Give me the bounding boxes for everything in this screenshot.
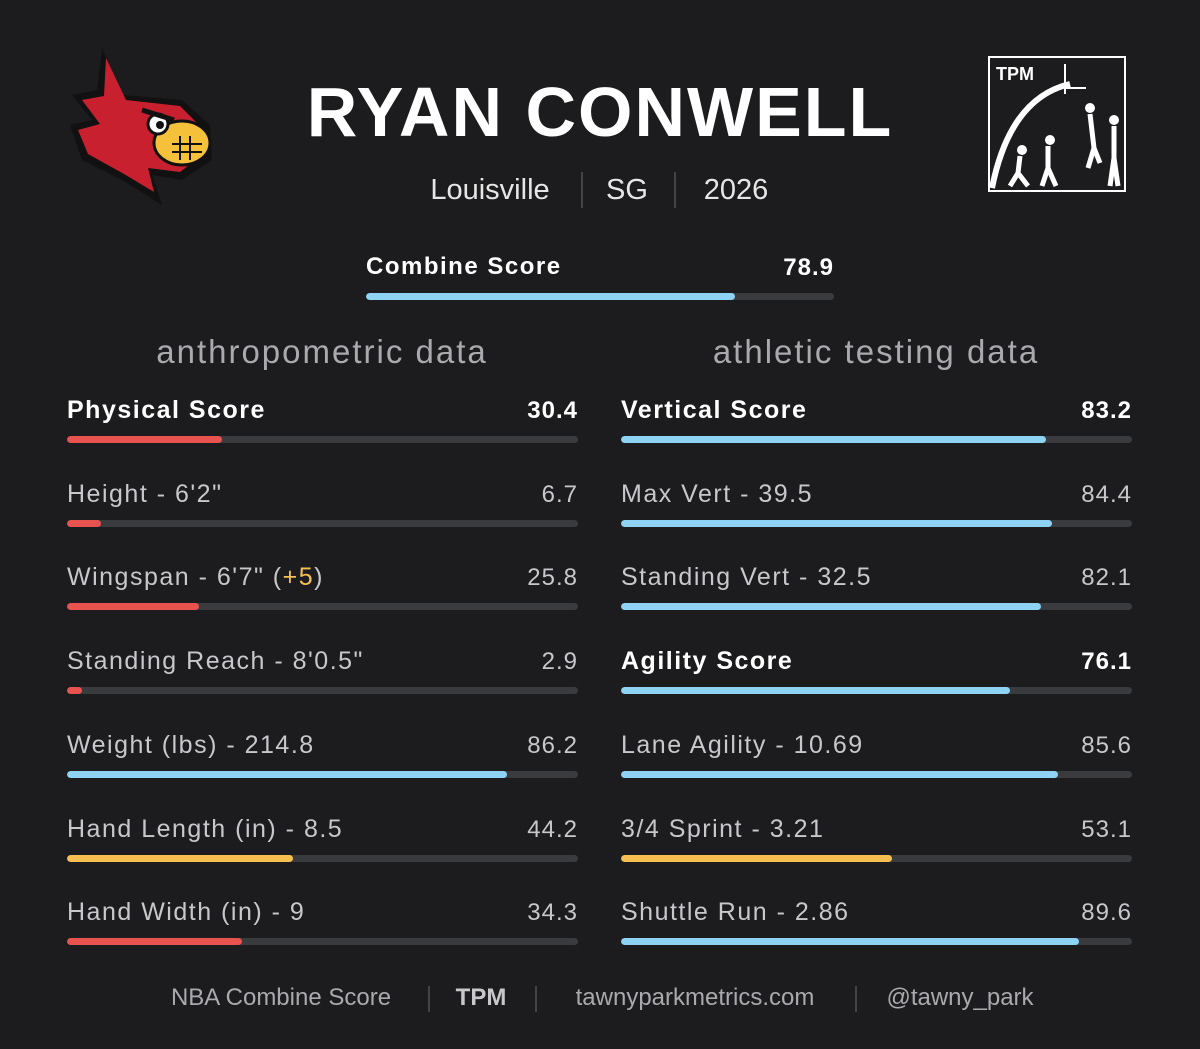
logo-art (990, 64, 1121, 189)
label-part: Hand Width (in) - 9 (67, 898, 306, 927)
label-part: Lane Agility - 10.69 (621, 730, 864, 759)
row-label: Hand Width (in) - 9 (67, 898, 305, 927)
label-part: Hand Length (in) - 8.5 (67, 814, 344, 843)
label-part: Standing Vert - 32.5 (621, 563, 872, 592)
label-part: ) (314, 563, 324, 592)
bar (67, 603, 199, 611)
bar (621, 436, 1047, 443)
bar-track (67, 603, 578, 611)
row-value: 89.6 (1081, 899, 1132, 927)
row-value: 34.3 (527, 899, 578, 927)
bar-track (621, 854, 1132, 862)
row-label: Agility Score (621, 647, 793, 676)
bar-track (67, 938, 578, 946)
bar (366, 293, 736, 300)
bar-track (621, 436, 1132, 443)
bar (67, 436, 223, 443)
separator (674, 172, 676, 208)
section-title: athletic testing data (712, 333, 1040, 370)
row-value: 86.2 (527, 731, 578, 759)
bar-track (366, 293, 834, 300)
row-value: 44.2 (527, 815, 578, 843)
row-value: 85.6 (1081, 731, 1132, 759)
row-label: Standing Vert - 32.5 (621, 563, 872, 592)
bar (621, 938, 1079, 946)
row-label: Standing Reach - 8'0.5" (67, 647, 364, 676)
footer-separator (535, 986, 537, 1012)
player-name: RYAN CONWELL (306, 73, 894, 151)
label-part: Height - 6'2" (67, 479, 223, 508)
bar-track (67, 687, 578, 695)
row-label: Shuttle Run - 2.86 (621, 898, 850, 927)
row-label: Vertical Score (621, 396, 807, 425)
bar-track (67, 436, 578, 443)
label-part: Wingspan - 6'7" ( (67, 563, 283, 592)
bar (621, 519, 1053, 527)
row-value: 25.8 (527, 564, 578, 592)
bar (621, 854, 893, 862)
meta-item: Louisville (430, 174, 550, 206)
bar-track (621, 770, 1132, 778)
meta-item: SG (606, 174, 648, 206)
row-value: 76.1 (1081, 648, 1132, 676)
combine-label: Combine Score (366, 253, 562, 280)
logo-text: TPM (996, 64, 1034, 84)
tpm-logo: TPM (988, 56, 1126, 192)
row-label: Lane Agility - 10.69 (621, 731, 864, 760)
bar (621, 687, 1010, 695)
label-part: Shuttle Run - 2.86 (621, 898, 850, 927)
bar-track (621, 603, 1132, 611)
footer-separator (855, 986, 857, 1012)
label-part: 3/4 Sprint - 3.21 (621, 814, 825, 843)
label-part: Standing Reach - 8'0.5" (67, 647, 364, 676)
row-value: 83.2 (1081, 397, 1132, 424)
section-title: anthropometric data (156, 333, 488, 370)
footer-item: TPM (455, 984, 507, 1011)
label-part: Agility Score (621, 647, 794, 676)
bar (67, 770, 508, 778)
row-value: 82.1 (1081, 564, 1132, 592)
row-label: Height - 6'2" (67, 480, 222, 509)
row-label: Physical Score (67, 396, 266, 425)
bar (621, 770, 1059, 778)
bar (67, 687, 82, 695)
row-value: 2.9 (541, 648, 578, 676)
label-part: Vertical Score (621, 396, 808, 424)
row-value: 84.4 (1081, 480, 1132, 508)
label-part: Max Vert - 39.5 (621, 479, 814, 508)
separator (581, 172, 583, 208)
label-part: Physical Score (67, 396, 266, 424)
row-label: Weight (lbs) - 214.8 (67, 731, 315, 760)
bar-track (621, 938, 1132, 946)
footer-item: tawnyparkmetrics.com (575, 984, 815, 1011)
label-part: +5 (282, 563, 315, 592)
team-logo (70, 48, 212, 205)
bar (67, 854, 293, 862)
row-value: 30.4 (527, 397, 578, 424)
row-label: Hand Length (in) - 8.5 (67, 815, 343, 844)
row-label: Wingspan - 6'7" (+5) (67, 563, 324, 592)
meta-item: 2026 (703, 174, 769, 206)
combine-value: 78.9 (783, 254, 834, 281)
row-value: 53.1 (1081, 815, 1132, 843)
row-value: 6.7 (541, 480, 578, 508)
row-label: 3/4 Sprint - 3.21 (621, 815, 824, 844)
footer-separator (428, 986, 430, 1012)
bar-track (621, 687, 1132, 695)
bar (67, 938, 243, 946)
row-label: Max Vert - 39.5 (621, 480, 813, 509)
bar-track (621, 519, 1132, 527)
bar-track (67, 770, 578, 778)
bar-track (67, 519, 578, 527)
bar-track (67, 854, 578, 862)
footer-item: NBA Combine Score (170, 984, 392, 1011)
bar (621, 603, 1041, 611)
bar (67, 519, 102, 527)
label-part: Weight (lbs) - 214.8 (67, 730, 315, 759)
footer-item: @tawny_park (886, 984, 1034, 1011)
